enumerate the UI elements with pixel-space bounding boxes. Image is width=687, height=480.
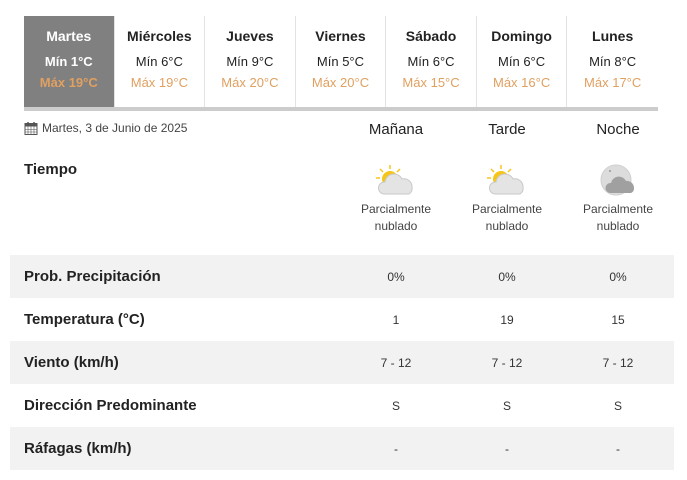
row-wind: Viento (km/h) 7 - 12 7 - 12 7 - 12 [10,341,674,384]
max-temp: Máx 15°C [402,75,460,90]
value-morning: S [391,398,400,413]
min-temp: Mín 8°C [589,54,637,69]
row-label: Dirección Predominante [24,397,197,414]
weather-afternoon: Parcialmente nublado [452,163,562,235]
value-morning: 1 [392,312,400,327]
row-label: Ráfagas (km/h) [24,440,132,457]
period-morning: Mañana [368,121,424,138]
value-night: 0% [609,269,627,284]
value-afternoon: 0% [498,269,516,284]
min-temp: Mín 1°C [44,54,93,69]
value-afternoon: - [505,441,509,456]
value-afternoon: S [502,398,511,413]
day-tab-lunes[interactable]: Lunes Mín 8°C Máx 17°C [567,16,658,107]
row-label: Viento (km/h) [24,354,119,371]
day-name: Lunes [592,28,634,44]
selected-date: Martes, 3 de Junio de 2025 [24,121,187,135]
weather-desc: Parcialmente [360,202,432,216]
value-night: S [613,398,622,413]
day-name: Miércoles [127,28,192,44]
day-name: Martes [46,28,92,44]
calendar-icon [24,122,38,135]
value-morning: 0% [387,269,405,284]
weather-desc: nublado [374,219,418,233]
min-temp: Mín 5°C [316,54,365,69]
value-afternoon: 7 - 12 [491,355,523,370]
max-temp: Máx 19°C [130,75,188,90]
row-temperature: Temperatura (°C) 1 19 15 [10,298,674,341]
row-wind-direction: Dirección Predominante S S S [10,384,674,427]
weather-label: Tiempo [24,161,78,178]
row-precipitation: Prob. Precipitación 0% 0% 0% [10,255,674,298]
row-label: Temperatura (°C) [24,311,145,328]
value-night: - [616,441,620,456]
day-name: Viernes [315,28,366,44]
date-text: Martes, 3 de Junio de 2025 [42,121,188,135]
value-afternoon: 19 [500,312,514,327]
row-gusts: Ráfagas (km/h) - - - [10,427,674,470]
weather-desc: Parcialmente [582,202,654,216]
value-night: 7 - 12 [602,355,634,370]
partly-cloudy-day-icon [487,165,524,195]
max-temp: Máx 19°C [39,75,98,90]
day-tab-viernes[interactable]: Viernes Mín 5°C Máx 20°C [296,16,387,107]
partly-cloudy-night-icon [600,164,635,196]
min-temp: Mín 6°C [135,54,183,69]
max-temp: Máx 20°C [221,75,279,90]
min-temp: Mín 6°C [407,54,455,69]
row-label: Prob. Precipitación [24,268,161,285]
max-temp: Máx 17°C [584,75,642,90]
weather-night: Parcialmente nublado [563,163,673,235]
day-name: Domingo [491,28,552,44]
min-temp: Mín 9°C [226,54,274,69]
value-morning: 7 - 12 [380,355,412,370]
partly-cloudy-day-icon [376,165,413,195]
period-night: Noche [596,121,640,138]
day-tabs: Martes Mín 1°C Máx 19°C Miércoles Mín 6°C Má… [24,16,658,111]
day-tab-jueves[interactable]: Jueves Mín 9°C Máx 20°C [205,16,296,107]
weather-desc: Parcialmente [471,202,543,216]
day-tab-sabado[interactable]: Sábado Mín 6°C Máx 15°C [386,16,477,107]
day-name: Jueves [226,28,274,44]
weather-desc: nublado [596,219,640,233]
weather-desc: nublado [485,219,529,233]
day-tab-martes[interactable]: Martes Mín 1°C Máx 19°C [24,16,115,107]
day-tab-domingo[interactable]: Domingo Mín 6°C Máx 16°C [477,16,568,107]
period-afternoon: Tarde [488,121,526,138]
weather-morning: Parcialmente nublado [341,163,451,235]
value-night: 15 [611,312,625,327]
max-temp: Máx 20°C [311,75,370,90]
min-temp: Mín 6°C [498,54,546,69]
value-morning: - [394,441,398,456]
day-tab-miercoles[interactable]: Miércoles Mín 6°C Máx 19°C [115,16,206,107]
max-temp: Máx 16°C [492,75,551,90]
day-name: Sábado [405,28,457,44]
